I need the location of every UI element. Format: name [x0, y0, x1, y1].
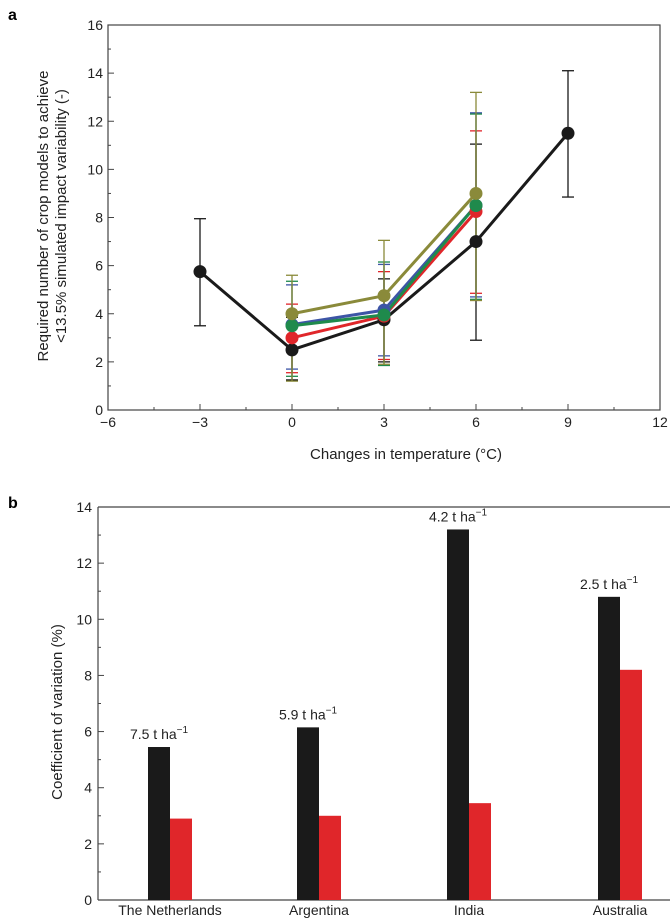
- panel-b-bar-black: [148, 747, 170, 900]
- panel-a-data-point: [285, 307, 299, 321]
- panel-b-bar-black: [598, 596, 620, 900]
- panel-b-bar-red: [620, 669, 642, 900]
- panel-a-ticks: −6 −3 0 3 6 9 12 0 2 4 6 8 10 12 14 16: [87, 17, 668, 430]
- panel-a-y-tick-label: 14: [87, 65, 103, 81]
- panel-a-series: [193, 70, 575, 382]
- panel-b-bar-red: [319, 815, 341, 900]
- panel-a-y-axis-label-line2: <13.5% simulated impact variability (-): [53, 89, 70, 343]
- panel-a-x-axis-label: Changes in temperature (°C): [310, 446, 502, 463]
- panel-b-bars: [148, 529, 642, 900]
- panel-b-category-label: Argentina: [289, 902, 349, 918]
- panel-b-yield-annotation: 4.2 t ha−1: [429, 507, 488, 524]
- panel-b-letter: b: [8, 495, 18, 512]
- panel-b-y-axis-label: Coefficient of variation (%): [49, 624, 66, 800]
- panel-a-y-tick-label: 2: [95, 354, 103, 370]
- panel-b-y-tick-label: 4: [84, 780, 92, 796]
- panel-a-x-tick-label: 12: [652, 414, 668, 430]
- panel-a-data-point: [193, 265, 207, 279]
- panel-a-data-point: [469, 198, 483, 212]
- panel-b-yield-annotation: 5.9 t ha−1: [279, 705, 338, 722]
- panel-a-x-tick-label: 0: [288, 414, 296, 430]
- panel-a-x-tick-label: 9: [564, 414, 572, 430]
- panel-a-y-tick-label: 10: [87, 161, 103, 177]
- panel-a-letter: a: [8, 7, 17, 24]
- panel-a-x-tick-label: −3: [192, 414, 208, 430]
- panel-b-yield-superscript: −1: [177, 725, 189, 736]
- panel-b-y-tick-label: 2: [84, 836, 92, 852]
- panel-a-y-tick-label: 4: [95, 306, 103, 322]
- panel-b-bar-red: [170, 818, 192, 900]
- panel-a-x-tick-label: 6: [472, 414, 480, 430]
- panel-b-y-tick-label: 0: [84, 892, 92, 908]
- panel-b-yield-superscript: −1: [476, 507, 488, 518]
- panel-b-y-tick-label: 8: [84, 667, 92, 683]
- panel-b-y-tick-label: 12: [76, 555, 92, 571]
- panel-a-data-point: [377, 289, 391, 303]
- panel-a-data-point: [469, 235, 483, 249]
- panel-b-yield-value: 7.5 t ha: [130, 726, 177, 742]
- panel-b-category-label: The Netherlands: [118, 902, 222, 918]
- panel-a-data-point: [377, 308, 391, 322]
- panel-a-y-tick-label: 0: [95, 402, 103, 418]
- panel-a-y-tick-label: 16: [87, 17, 103, 33]
- panel-b-yield-superscript: −1: [627, 575, 639, 586]
- panel-a-y-tick-label: 6: [95, 258, 103, 274]
- panel-b-yield-value: 5.9 t ha: [279, 706, 326, 722]
- panel-a-data-point: [285, 319, 299, 333]
- panel-b-bar-black: [447, 529, 469, 900]
- panel-a-data-point: [285, 343, 299, 357]
- panel-b-bar-red: [469, 803, 491, 900]
- panel-a-data-point: [285, 331, 299, 345]
- panel-a-y-tick-label: 12: [87, 113, 103, 129]
- panel-a-x-tick-label: −6: [100, 414, 116, 430]
- panel-b-y-tick-label: 10: [76, 611, 92, 627]
- panel-a-y-tick-label: 8: [95, 210, 103, 226]
- panel-b-yield-superscript: −1: [326, 705, 338, 716]
- panel-b-yield-annotation: 7.5 t ha−1: [130, 725, 189, 742]
- panel-a-y-axis-label-line1: Required number of crop models to achiev…: [35, 71, 52, 362]
- panel-b-ticks: 0 2 4 6 8 10 12 14: [76, 499, 104, 908]
- panel-a-chart: −6 −3 0 3 6 9 12 0 2 4 6 8 10 12 14 16 Changes in tempe…: [35, 17, 668, 463]
- panel-b-yield-value: 2.5 t ha: [580, 576, 627, 592]
- panel-b-category-label: India: [454, 902, 485, 918]
- panel-a-data-point: [561, 126, 575, 140]
- panel-b-y-tick-label: 14: [76, 499, 92, 515]
- panel-b-yield-annotation: 2.5 t ha−1: [580, 575, 639, 592]
- panel-a-x-tick-label: 3: [380, 414, 388, 430]
- panel-b-bar-black: [297, 727, 319, 900]
- panel-b-yield-value: 4.2 t ha: [429, 508, 476, 524]
- panel-b-y-tick-label: 6: [84, 724, 92, 740]
- panel-a-data-point: [469, 186, 483, 200]
- panel-b-category-label: Australia: [593, 902, 648, 918]
